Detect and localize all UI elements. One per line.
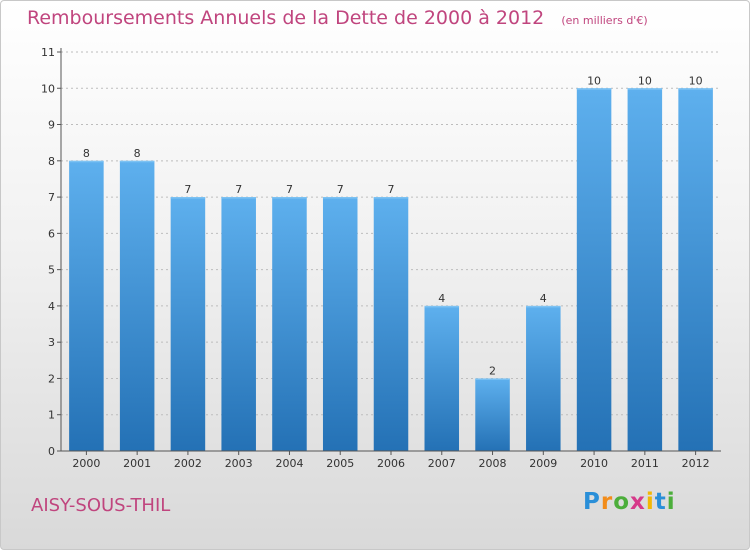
axis-layer: 0 1 2 3 4 5 6 7 8 9 10 11 8 2000 8 2001 7 2002 7 2003 7 2004 7…	[41, 46, 721, 470]
bar	[119, 160, 155, 451]
y-tick-label: 9	[48, 119, 55, 132]
logo-letter: t	[654, 489, 667, 515]
bar-layer	[69, 88, 713, 451]
bar-highlight	[475, 378, 510, 380]
bar-highlight	[678, 88, 713, 90]
chart-unit-note: (en milliers d'€)	[561, 14, 648, 27]
bar-highlight	[322, 197, 358, 199]
y-tick-label: 5	[48, 264, 55, 277]
bar	[475, 378, 510, 451]
bar-value-label: 7	[184, 183, 191, 196]
bar	[221, 197, 256, 451]
x-tick-label: 2000	[72, 457, 100, 470]
bar-value-label: 7	[235, 183, 242, 196]
bar	[678, 88, 713, 451]
bar-highlight	[69, 160, 104, 163]
bar	[272, 197, 307, 451]
bar-highlight	[221, 197, 256, 199]
bar-value-label: 4	[438, 292, 445, 305]
bar-value-label: 4	[540, 292, 547, 305]
logo-letter: r	[600, 489, 614, 515]
y-tick-label: 11	[41, 46, 55, 59]
bar-highlight	[170, 197, 206, 199]
bar-highlight	[373, 197, 409, 199]
y-tick-label: 3	[48, 336, 55, 349]
y-tick-label: 8	[48, 155, 55, 168]
bar-value-label: 8	[83, 147, 90, 160]
bar	[69, 160, 104, 451]
bar-highlight	[424, 305, 460, 308]
x-tick-label: 2011	[631, 457, 659, 470]
bar-value-label: 7	[388, 183, 395, 196]
x-tick-label: 2009	[529, 457, 557, 470]
bar	[627, 88, 663, 451]
city-name: AISY-SOUS-THIL	[31, 495, 171, 516]
bar	[576, 88, 612, 451]
bar	[373, 197, 409, 451]
x-tick-label: 2010	[580, 457, 608, 470]
bar	[170, 197, 206, 451]
logo-letter: o	[613, 489, 631, 515]
x-tick-label: 2012	[682, 457, 710, 470]
y-tick-label: 4	[48, 300, 55, 313]
x-tick-label: 2002	[174, 457, 202, 470]
bar-value-label: 8	[134, 147, 141, 160]
x-tick-label: 2006	[377, 457, 405, 470]
x-tick-label: 2001	[123, 457, 151, 470]
logo-letter: P	[583, 489, 601, 515]
x-tick-label: 2007	[428, 457, 456, 470]
y-tick-label: 7	[48, 191, 55, 204]
y-tick-label: 1	[48, 409, 55, 422]
bar-highlight	[526, 305, 561, 308]
logo-letter: x	[630, 489, 646, 515]
y-tick-label: 6	[48, 227, 55, 240]
bar	[424, 305, 460, 451]
bar-highlight	[272, 197, 307, 199]
bar-highlight	[576, 88, 612, 90]
bar-value-label: 7	[286, 183, 293, 196]
x-tick-label: 2004	[275, 457, 303, 470]
proxiti-logo: Proxiti	[583, 489, 676, 515]
bar-value-label: 10	[638, 74, 652, 87]
y-tick-label: 10	[41, 82, 55, 95]
logo-letter: i	[666, 489, 676, 515]
x-tick-label: 2008	[479, 457, 507, 470]
bar	[322, 197, 358, 451]
bar-highlight	[627, 88, 663, 90]
logo-letter: i	[645, 489, 655, 515]
bar-value-label: 2	[489, 364, 496, 377]
y-tick-label: 2	[48, 372, 55, 385]
chart-title-block: Remboursements Annuels de la Dette de 20…	[27, 7, 648, 29]
bar-highlight	[119, 160, 155, 163]
chart-title: Remboursements Annuels de la Dette de 20…	[27, 7, 545, 29]
bar-value-label: 10	[587, 74, 601, 87]
x-tick-label: 2003	[225, 457, 253, 470]
bar-value-label: 10	[689, 74, 703, 87]
x-tick-label: 2005	[326, 457, 354, 470]
bar	[526, 305, 561, 451]
y-tick-label: 0	[48, 445, 55, 458]
bar-value-label: 7	[337, 183, 344, 196]
